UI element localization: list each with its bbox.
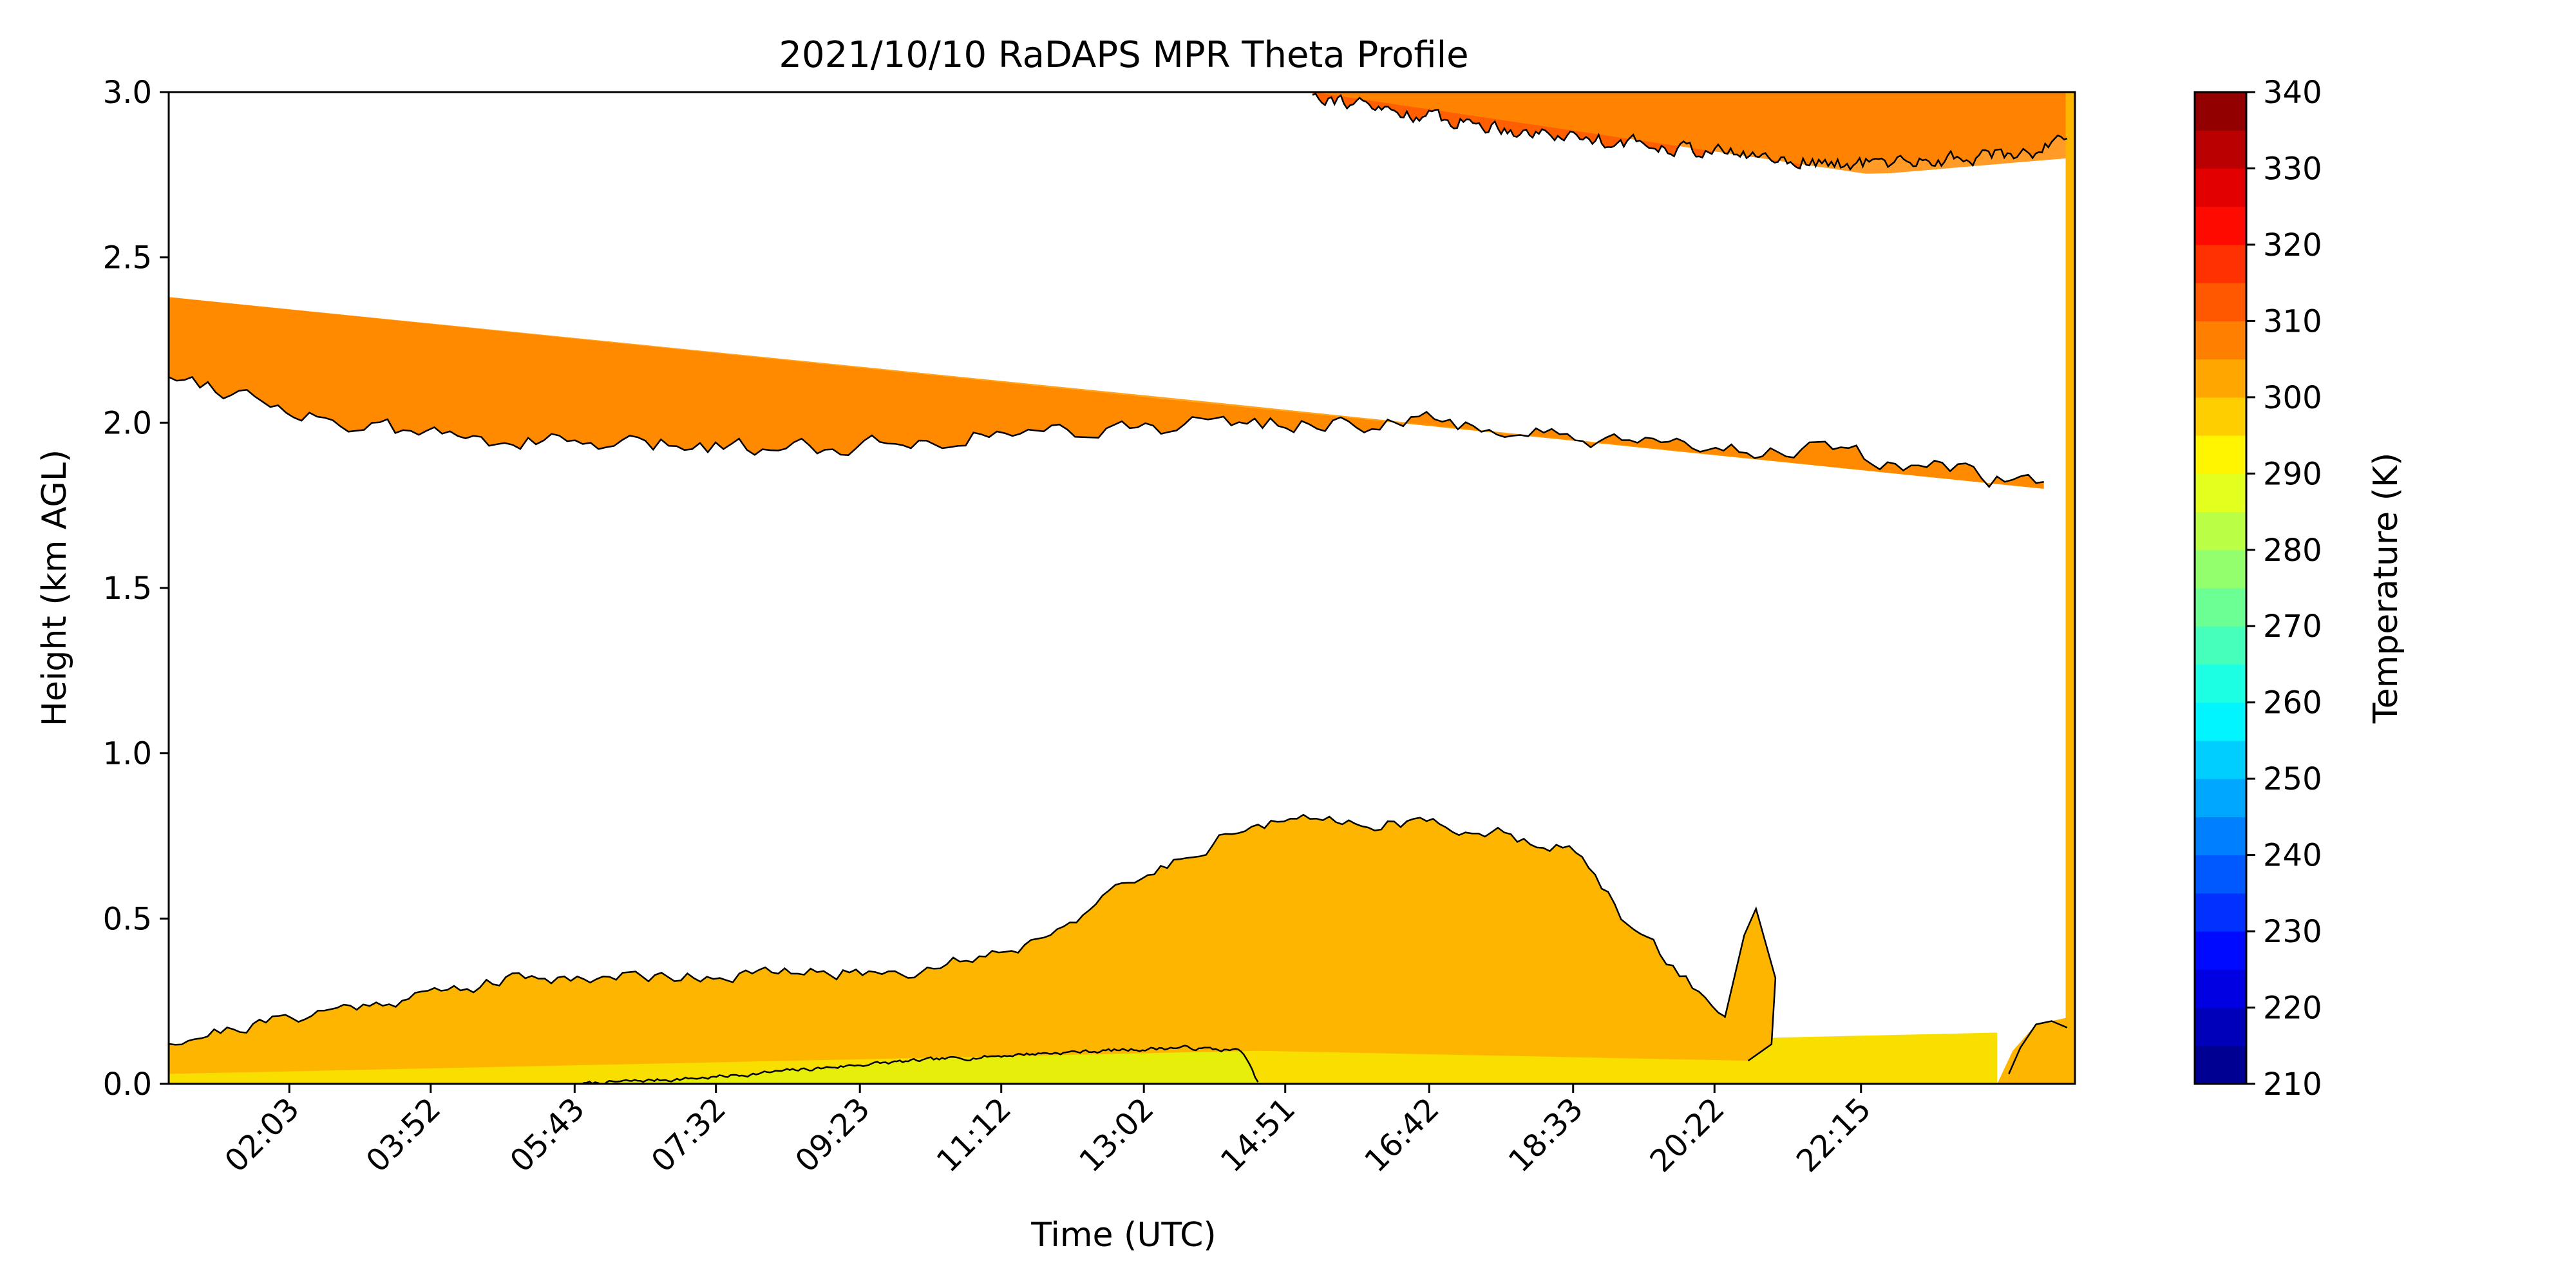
colorbar-tick-label: 210: [2263, 1066, 2322, 1103]
y-tick-label: 1.0: [103, 736, 152, 772]
colorbar-cell: [2195, 931, 2246, 970]
boundary-layer-fill: [169, 815, 1776, 1074]
late-surface-fill: [1997, 1018, 2067, 1084]
surface-contour-line: [581, 1045, 1259, 1084]
colorbar-tick-label: 260: [2263, 685, 2322, 721]
colorbar-cell: [2195, 511, 2246, 551]
colorbar-cell: [2195, 969, 2246, 1009]
y-tick-label: 2.5: [103, 240, 152, 276]
colorbar-tick-label: 280: [2263, 533, 2322, 569]
colorbar-cell: [2195, 473, 2246, 513]
colorbar-tick-label: 320: [2263, 227, 2322, 263]
right-edge-column-fill: [2065, 92, 2075, 1084]
upper-layer-band-fill: [1312, 92, 2067, 174]
colorbar-cell: [2195, 168, 2246, 207]
colorbar-cell: [2195, 626, 2246, 665]
colorbar-tick-label: 290: [2263, 456, 2322, 492]
colorbar-tick-label: 340: [2263, 75, 2322, 111]
plot-area: [167, 91, 2076, 1085]
colorbar-cell: [2195, 549, 2246, 589]
colorbar-frame: [2193, 91, 2248, 1085]
theta-contour-lines: [169, 93, 2068, 1084]
colorbar-cell: [2195, 855, 2246, 894]
boundary-layer-contour-line: [169, 813, 1777, 1062]
colorbar-tick-label: 230: [2263, 914, 2322, 950]
colorbar: 210 220 230 240 250 260 270 280 290 300 310 320 330 3…: [2193, 75, 2405, 1103]
colorbar-cell: [2195, 435, 2246, 474]
colorbar-cell: [2195, 244, 2246, 283]
colorbar-ticks: 210 220 230 240 250 260 270 280 290 300 310 320 330 3…: [2246, 75, 2322, 1103]
colorbar-tick-label: 300: [2263, 380, 2322, 416]
colorbar-tick-label: 310: [2263, 303, 2322, 339]
colorbar-tick-label: 270: [2263, 609, 2322, 645]
y-axis: 0.0 0.5 1.0 1.5 2.0 2.5 3.0: [103, 75, 169, 1103]
colorbar-cell: [2195, 893, 2246, 932]
colorbar-cell: [2195, 92, 2246, 131]
surface-warm-core-fill: [581, 1045, 1258, 1084]
colorbar-cell: [2195, 1045, 2246, 1084]
colorbar-cell: [2195, 321, 2246, 360]
y-tick-label: 3.0: [103, 75, 152, 111]
chart-title: 2021/10/10 RaDAPS MPR Theta Profile: [779, 34, 1468, 76]
colorbar-tick-label: 330: [2263, 151, 2322, 187]
y-tick-label: 0.5: [103, 901, 152, 937]
colorbar-tick-label: 250: [2263, 761, 2322, 797]
colorbar-cell: [2195, 359, 2246, 398]
colorbar-cell: [2195, 283, 2246, 321]
colorbar-tick-label: 220: [2263, 990, 2322, 1027]
y-tick-label: 1.5: [103, 571, 152, 607]
colorbar-cell: [2195, 206, 2246, 245]
colorbar-tick-label: 240: [2263, 838, 2322, 874]
x-axis-label: Time (UTC): [1030, 1216, 1216, 1255]
colorbar-cells: [2195, 92, 2246, 1084]
colorbar-cell: [2195, 740, 2246, 779]
colorbar-cell: [2195, 1007, 2246, 1046]
colorbar-cell: [2195, 702, 2246, 741]
late-surface-contour-line: [2008, 1020, 2068, 1075]
y-tick-label: 0.0: [103, 1066, 152, 1103]
colorbar-cell: [2195, 588, 2246, 627]
colorbar-cell: [2195, 130, 2246, 169]
colorbar-cell: [2195, 817, 2246, 856]
mid-layer-contour-line: [169, 375, 2044, 488]
mid-layer-band-fill: [169, 297, 2044, 489]
y-axis-label: Height (km AGL): [35, 450, 74, 726]
colorbar-cell: [2195, 397, 2246, 436]
colorbar-cell: [2195, 664, 2246, 703]
upper-layer-contour-line: [1312, 93, 2068, 171]
colorbar-label: Temperature (K): [2367, 453, 2405, 724]
colorbar-cell: [2195, 779, 2246, 817]
y-tick-label: 2.0: [103, 405, 152, 441]
